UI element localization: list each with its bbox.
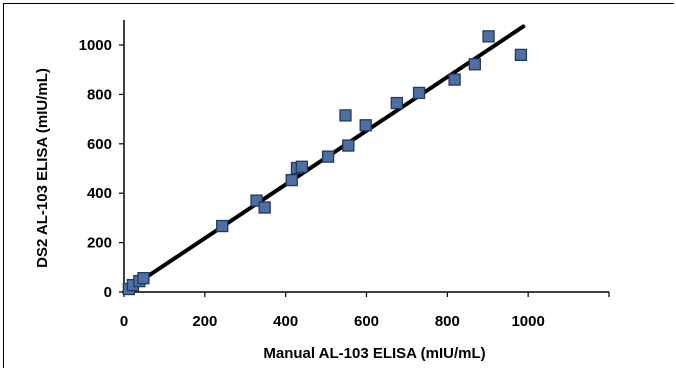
data-point — [285, 173, 298, 187]
chart-frame — [3, 3, 674, 368]
x-tick-label: 0 — [120, 313, 128, 330]
x-tick-label: 800 — [435, 313, 460, 330]
y-tick-label: 800 — [87, 86, 112, 103]
data-point — [482, 30, 495, 43]
x-axis-title: Manual AL-103 ELISA (mIU/mL) — [263, 345, 485, 362]
data-point — [514, 48, 528, 62]
x-tick-label: 200 — [192, 313, 217, 330]
data-point — [412, 86, 426, 100]
x-tick-label: 600 — [354, 313, 379, 330]
y-axis-title: DS2 AL-103 ELISA (mIU/mL) — [34, 68, 51, 268]
y-tick-label: 0 — [104, 284, 112, 301]
data-point — [321, 150, 335, 163]
data-point — [359, 119, 372, 132]
x-tick-label: 400 — [273, 313, 298, 330]
data-point — [339, 109, 352, 122]
y-tick-label: 1000 — [79, 37, 112, 54]
data-point — [250, 194, 263, 207]
data-point — [295, 160, 308, 173]
data-point — [468, 58, 481, 71]
data-point — [258, 201, 271, 214]
x-tick-label: 1000 — [511, 313, 544, 330]
y-tick-label: 400 — [87, 185, 112, 202]
data-point — [390, 96, 403, 110]
y-tick-label: 600 — [87, 136, 112, 153]
y-ticks: 0 200 400 600 800 1000 — [79, 37, 124, 301]
y-tick-label: 200 — [87, 235, 112, 252]
data-point — [137, 272, 150, 285]
data-point — [342, 139, 355, 152]
data-points — [122, 30, 528, 296]
axes — [123, 20, 609, 293]
data-point — [216, 219, 229, 233]
data-point — [448, 73, 461, 86]
x-ticks: 0 200 400 600 800 1000 — [120, 292, 610, 330]
